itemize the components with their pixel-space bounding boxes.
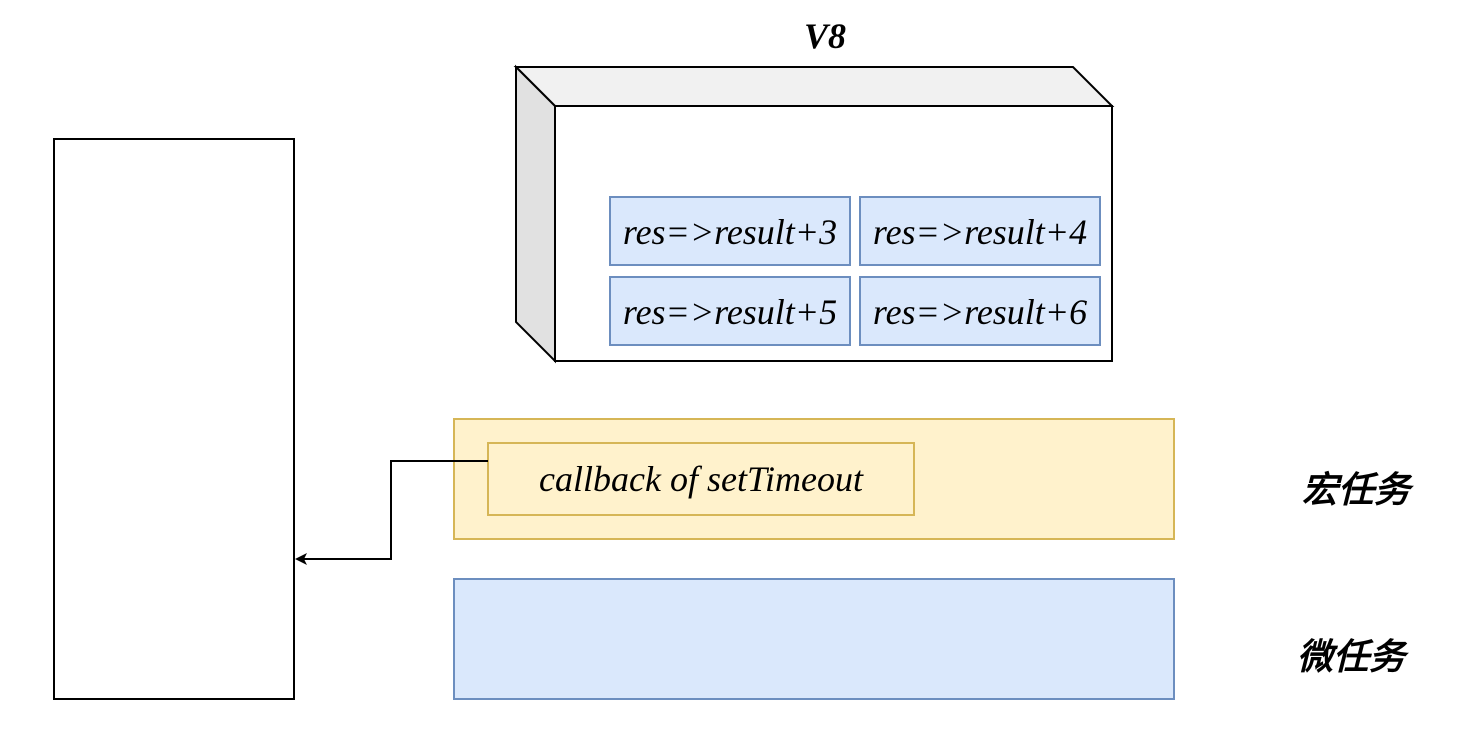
macrotask-queue-label: 宏任务 bbox=[1302, 470, 1414, 511]
v8-task-label: res=>result+3 bbox=[623, 212, 837, 252]
v8-task-box bbox=[609, 276, 851, 346]
v8-task-box bbox=[609, 196, 851, 266]
v8-task-cell: res=>result+6 bbox=[859, 276, 1101, 346]
callback-to-stack-arrow bbox=[295, 460, 488, 565]
v8-task-box bbox=[859, 196, 1101, 266]
v8-task-label: res=>result+4 bbox=[873, 212, 1087, 252]
microtask-queue-label: 微任务 bbox=[1297, 637, 1409, 678]
v8-task-label: res=>result+5 bbox=[623, 292, 837, 332]
call-stack-box bbox=[53, 138, 295, 700]
v8-task-cell: res=>result+5 bbox=[609, 276, 851, 346]
settimeout-callback-label: callback of setTimeout bbox=[539, 459, 864, 499]
microtask-queue-box bbox=[453, 578, 1175, 700]
v8-box-top-face bbox=[513, 66, 1115, 107]
v8-task-label: res=>result+6 bbox=[873, 292, 1087, 332]
v8-task-box bbox=[859, 276, 1101, 346]
v8-task-cell: res=>result+3 bbox=[609, 196, 851, 266]
v8-box-side-face bbox=[515, 64, 556, 364]
v8-task-cell: res=>result+4 bbox=[859, 196, 1101, 266]
settimeout-callback-box bbox=[487, 442, 915, 516]
v8-title: V8 bbox=[804, 16, 846, 56]
